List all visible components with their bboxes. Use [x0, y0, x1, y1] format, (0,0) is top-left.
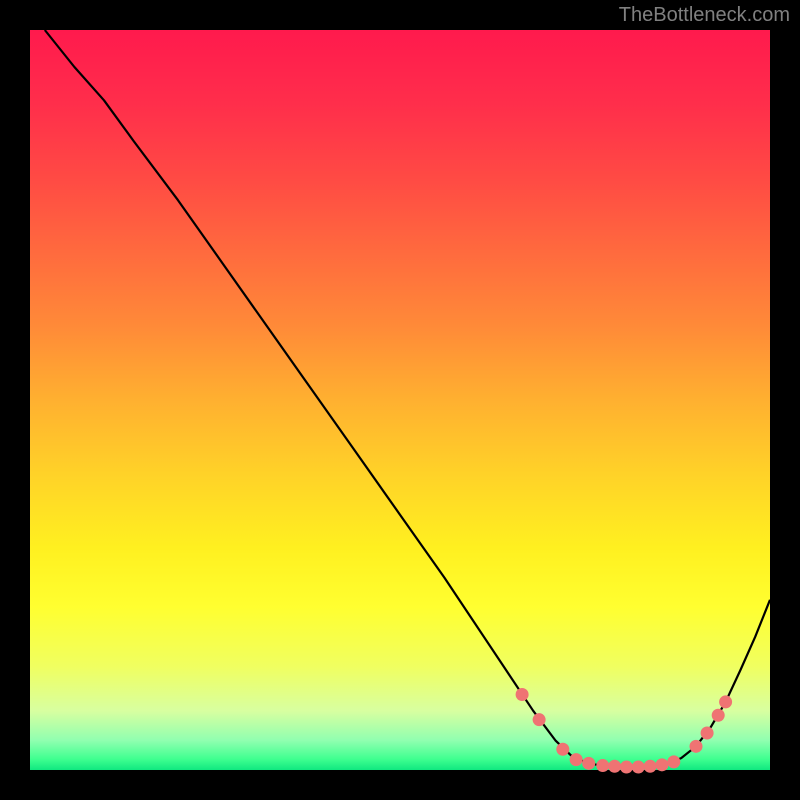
marker-point [620, 761, 633, 774]
chart-container: TheBottleneck.com [0, 0, 800, 800]
marker-point [582, 757, 595, 770]
marker-point [632, 761, 645, 774]
marker-point [516, 688, 529, 701]
marker-point [667, 755, 680, 768]
marker-point [701, 727, 714, 740]
marker-point [719, 695, 732, 708]
plot-background [30, 30, 770, 770]
bottleneck-chart [0, 0, 800, 800]
marker-point [533, 713, 546, 726]
watermark-text: TheBottleneck.com [619, 4, 790, 27]
marker-point [655, 758, 668, 771]
marker-point [570, 753, 583, 766]
marker-point [712, 709, 725, 722]
marker-point [596, 759, 609, 772]
marker-point [556, 743, 569, 756]
marker-point [690, 740, 703, 753]
marker-point [644, 760, 657, 773]
marker-point [608, 760, 621, 773]
